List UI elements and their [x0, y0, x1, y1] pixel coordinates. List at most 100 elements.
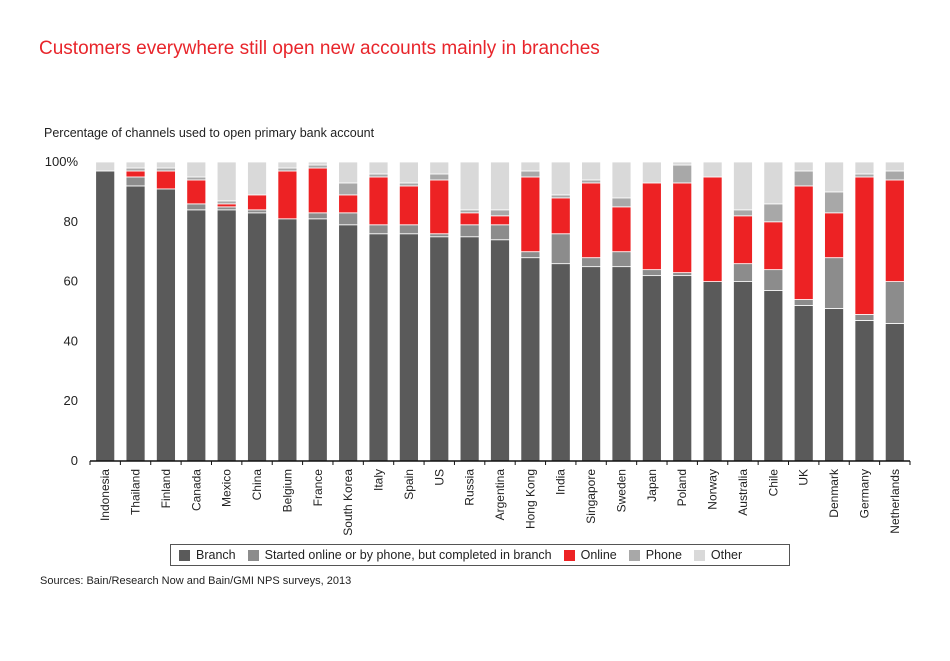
- bar-segment-branch: [520, 257, 541, 462]
- bar-segment-online: [247, 194, 267, 211]
- bar-segment-online: [550, 197, 571, 235]
- bar-segment-online: [125, 170, 146, 178]
- legend-item: Other: [693, 548, 743, 562]
- bar-segment-started: [216, 206, 237, 211]
- bar-segment-branch: [368, 233, 389, 462]
- bar-segment-phone: [550, 194, 571, 199]
- bar-segment-online: [763, 221, 784, 271]
- x-category-label: France: [311, 469, 325, 507]
- legend-item: Started online or by phone, but complete…: [247, 548, 552, 562]
- chart-source: Sources: Bain/Research Now and Bain/GMI …: [40, 575, 352, 587]
- x-category-label: Australia: [736, 469, 750, 516]
- bar-segment-other: [338, 161, 359, 184]
- bar-segment-other: [581, 161, 602, 181]
- legend-label: Started online or by phone, but complete…: [264, 548, 552, 562]
- bar-segment-branch: [156, 188, 176, 462]
- bar-segment-started: [581, 257, 602, 268]
- bar-segment-branch: [824, 308, 844, 462]
- bar-segment-online: [641, 182, 662, 271]
- bar-segment-branch: [672, 275, 693, 462]
- bar-segment-phone: [307, 164, 328, 169]
- bar-segment-phone: [216, 200, 237, 205]
- bar-segment-other: [702, 161, 723, 178]
- bar-segment-phone: [793, 170, 814, 187]
- x-category-label: Norway: [706, 469, 720, 510]
- bar-segment-started: [611, 251, 632, 268]
- bar-segment-other: [824, 161, 844, 193]
- bar-segment-branch: [307, 218, 328, 462]
- y-tick-label: 40: [64, 333, 78, 348]
- legend-swatch: [628, 549, 640, 561]
- legend-swatch: [693, 549, 705, 561]
- bar-segment-online: [793, 185, 814, 300]
- legend-label: Other: [710, 548, 743, 562]
- x-category-label: Finland: [159, 469, 173, 508]
- bar-segment-branch: [641, 275, 662, 462]
- bar-segment-branch: [490, 239, 510, 462]
- legend-label: Phone: [645, 548, 682, 562]
- x-category-label: Hong Kong: [523, 469, 537, 529]
- bar-segment-other: [247, 161, 267, 196]
- x-category-label: Singapore: [584, 469, 598, 524]
- bar-segment-phone: [672, 164, 693, 184]
- x-category-label: South Korea: [341, 469, 355, 536]
- bar-segment-online: [520, 176, 541, 253]
- bar-segment-other: [429, 161, 450, 175]
- bar-segment-phone: [884, 170, 905, 181]
- chart-title: Customers everywhere still open new acco…: [39, 38, 600, 59]
- bar-segment-branch: [429, 236, 450, 462]
- bar-segment-other: [763, 161, 784, 205]
- x-category-label: Canada: [189, 469, 203, 511]
- y-tick-label: 0: [71, 453, 78, 468]
- bar-segment-started: [247, 209, 267, 214]
- x-category-label: China: [250, 469, 264, 501]
- bar-segment-phone: [459, 209, 480, 214]
- legend-item: Branch: [179, 548, 236, 562]
- bar-segment-started: [733, 263, 753, 283]
- bar-segment-started: [368, 224, 389, 235]
- x-category-label: Poland: [675, 469, 689, 506]
- bar-segment-other: [368, 161, 389, 175]
- bar-segment-branch: [854, 320, 875, 462]
- x-category-label: Germany: [857, 469, 871, 518]
- legend-swatch: [179, 549, 190, 561]
- bar-segment-online: [368, 176, 389, 226]
- bar-segment-other: [520, 161, 541, 172]
- bar-segment-phone: [156, 167, 176, 172]
- bar-segment-started: [520, 251, 541, 259]
- bar-segment-other: [277, 161, 298, 169]
- bar-segment-phone: [581, 179, 602, 184]
- chart-subtitle: Percentage of channels used to open prim…: [44, 126, 375, 140]
- bar-segment-online: [490, 215, 510, 226]
- bar-segment-branch: [763, 290, 784, 462]
- bar-segment-other: [95, 161, 116, 172]
- legend-swatch: [563, 549, 575, 561]
- bar-segment-other: [216, 161, 237, 202]
- bar-segment-branch: [702, 281, 723, 462]
- x-category-label: Mexico: [220, 469, 234, 507]
- bar-segment-started: [884, 281, 905, 324]
- x-category-label: Argentina: [493, 469, 507, 521]
- bar-segment-phone: [186, 176, 207, 181]
- bar-segment-online: [216, 203, 237, 208]
- bar-segment-other: [854, 161, 875, 175]
- bar-segment-branch: [793, 305, 814, 462]
- bar-segment-other: [733, 161, 753, 211]
- x-category-label: Chile: [766, 469, 780, 497]
- bar-segment-online: [459, 212, 480, 226]
- bar-segment-online: [854, 176, 875, 315]
- bar-segment-phone: [611, 197, 632, 208]
- bar-segment-phone: [520, 170, 541, 178]
- bar-segment-branch: [611, 266, 632, 462]
- bar-segment-branch: [550, 263, 571, 462]
- bar-segment-started: [307, 212, 328, 220]
- bar-segment-phone: [733, 209, 753, 217]
- bar-segment-started: [125, 176, 146, 187]
- bar-segment-phone: [125, 167, 146, 172]
- bar-segment-phone: [824, 191, 844, 214]
- bar-segment-branch: [186, 209, 207, 462]
- bar-segment-phone: [854, 173, 875, 178]
- bar-segment-branch: [216, 209, 237, 462]
- x-category-label: UK: [797, 469, 811, 486]
